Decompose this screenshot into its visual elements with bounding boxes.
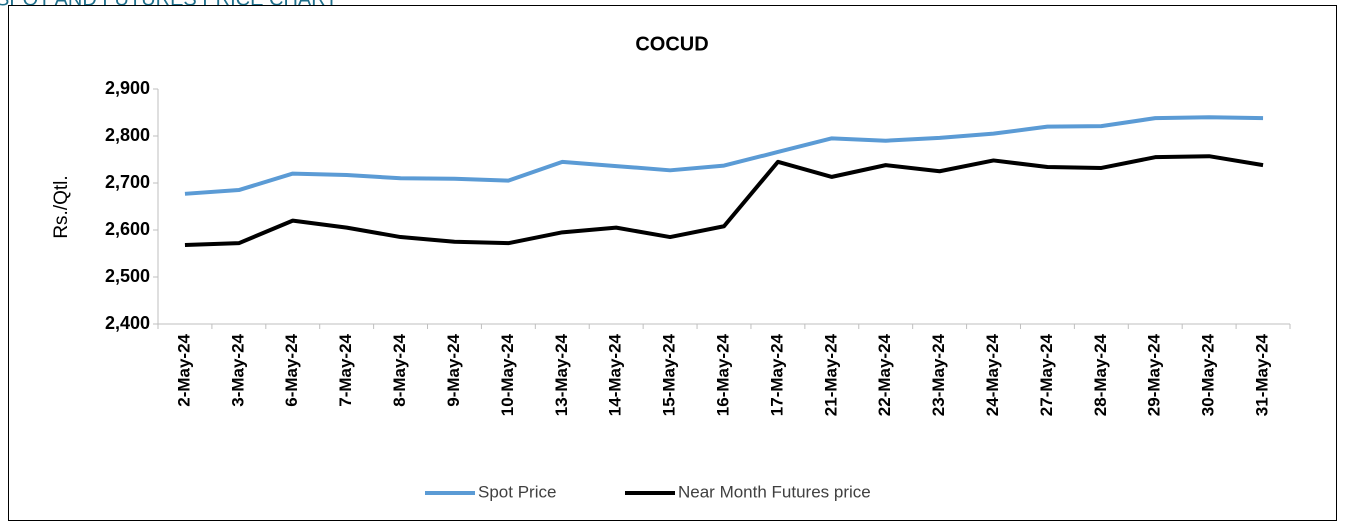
- y-tick-label: 2,700: [105, 172, 150, 192]
- x-tick-label: 9-May-24: [444, 333, 463, 406]
- series-line: [184, 115, 1264, 196]
- y-axis-label: Rs./Qtl.: [51, 175, 72, 238]
- chart-title: COCUD: [635, 33, 708, 55]
- x-tick-label: 13-May-24: [552, 333, 571, 416]
- x-tick-label: 16-May-24: [713, 333, 732, 416]
- y-tick-label: 2,600: [105, 219, 150, 239]
- x-tick-label: 6-May-24: [282, 333, 301, 406]
- x-tick-label: 27-May-24: [1037, 333, 1056, 416]
- x-tick-label: 15-May-24: [660, 333, 679, 416]
- x-tick-label: 28-May-24: [1091, 333, 1110, 416]
- x-tick-label: 2-May-24: [174, 333, 193, 406]
- x-tick-label: 24-May-24: [983, 333, 1002, 416]
- y-tick-label: 2,500: [105, 266, 150, 286]
- x-tick-label: 23-May-24: [929, 333, 948, 416]
- y-tick-label: 2,400: [105, 313, 150, 333]
- chart-frame: [8, 5, 1337, 521]
- x-tick-label: 3-May-24: [228, 333, 247, 406]
- x-tick-label: 7-May-24: [336, 333, 355, 406]
- x-tick-label: 10-May-24: [498, 333, 517, 416]
- series-line: [184, 154, 1264, 248]
- x-tick-label: 21-May-24: [821, 333, 840, 416]
- x-tick-label: 22-May-24: [875, 333, 894, 416]
- x-tick-label: 8-May-24: [390, 333, 409, 406]
- y-tick-label: 2,900: [105, 78, 150, 98]
- legend-label: Spot Price: [478, 482, 556, 501]
- x-tick-label: 29-May-24: [1145, 333, 1164, 416]
- y-tick-label: 2,800: [105, 125, 150, 145]
- legend-label: Near Month Futures price: [678, 482, 871, 501]
- x-tick-label: 30-May-24: [1199, 333, 1218, 416]
- x-tick-label: 17-May-24: [767, 333, 786, 416]
- x-tick-label: 14-May-24: [606, 333, 625, 416]
- x-tick-label: 31-May-24: [1253, 333, 1272, 416]
